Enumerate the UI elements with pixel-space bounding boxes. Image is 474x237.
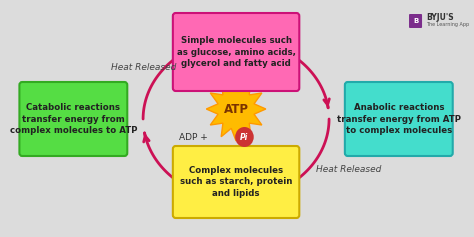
Text: ATP: ATP <box>224 102 248 115</box>
FancyBboxPatch shape <box>173 146 299 218</box>
Text: B: B <box>413 18 418 24</box>
FancyBboxPatch shape <box>173 13 299 91</box>
Text: ADP +: ADP + <box>179 132 211 141</box>
Text: Pi: Pi <box>240 132 248 141</box>
FancyBboxPatch shape <box>19 82 128 156</box>
Text: Complex molecules
such as starch, protein
and lipids: Complex molecules such as starch, protei… <box>180 166 292 198</box>
FancyBboxPatch shape <box>345 82 453 156</box>
Circle shape <box>235 127 254 147</box>
Text: Heat Released: Heat Released <box>316 164 381 173</box>
Text: BYJU'S: BYJU'S <box>426 13 454 22</box>
Text: Heat Released: Heat Released <box>111 63 177 72</box>
Polygon shape <box>206 77 266 141</box>
Text: The Learning App: The Learning App <box>426 22 469 27</box>
Text: Anabolic reactions
transfer energy from ATP
to complex molecules: Anabolic reactions transfer energy from … <box>337 103 461 135</box>
Text: Simple molecules such
as glucose, amino acids,
glycerol and fatty acid: Simple molecules such as glucose, amino … <box>177 36 296 68</box>
Text: Catabolic reactions
transfer energy from
complex molecules to ATP: Catabolic reactions transfer energy from… <box>9 103 137 135</box>
FancyBboxPatch shape <box>409 14 422 28</box>
